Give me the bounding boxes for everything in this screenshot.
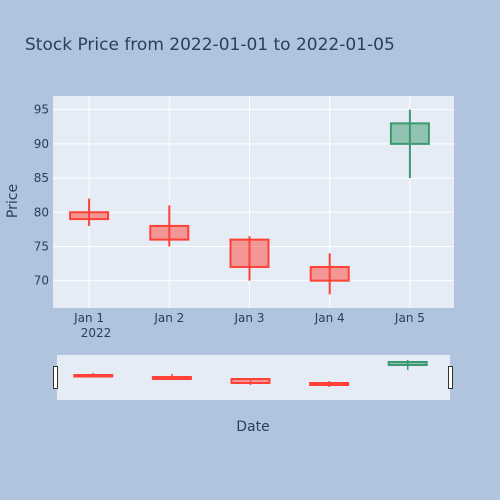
mini-candle-body [151,376,192,380]
y-tick-label: 75 [34,239,49,253]
candle[interactable] [149,205,190,247]
x-tick-label: Jan 4 [314,311,345,325]
candle[interactable] [309,253,350,295]
mini-candle [151,374,192,380]
mini-candle [309,381,350,387]
mini-candle [387,360,428,370]
plot-area[interactable] [53,96,454,308]
candlestick-series [69,109,430,295]
y-axis-title: Price [5,184,21,218]
y-tick-label: 90 [34,137,49,151]
y-tick-label: 70 [34,274,49,288]
mini-candle-body [387,361,428,366]
y-tick-label: 85 [34,171,49,185]
x-tick-label: Jan 2 [153,311,184,325]
candle[interactable] [389,109,430,179]
candle-body [389,122,430,145]
chart-title: Stock Price from 2022-01-01 to 2022-01-0… [25,35,395,55]
mini-candle-body [73,374,114,378]
x-axis-ticks: Jan 1 Jan 2 Jan 3 Jan 4 Jan 5 [73,311,425,325]
y-tick-label: 95 [34,103,49,117]
range-slider-left-handle[interactable] [53,366,58,389]
x-axis-title: Date [236,419,269,435]
x-tick-year-label: 2022 [81,326,112,340]
range-slider[interactable] [57,355,450,400]
range-slider-candles [73,360,428,387]
y-tick-label: 80 [34,205,49,219]
candle[interactable] [229,236,270,281]
range-slider-right-handle[interactable] [448,366,453,389]
candle-body [69,211,110,221]
candle[interactable] [69,198,110,226]
x-tick-label: Jan 5 [394,311,425,325]
y-gridlines [53,109,454,282]
mini-candle-body [309,382,350,386]
x-tick-label: Jan 3 [234,311,265,325]
mini-candle-body [230,378,271,384]
candle-body [309,265,350,282]
candle-body [229,238,270,268]
mini-candle [230,378,271,385]
y-axis-ticks: 70 75 80 85 90 95 [34,103,49,288]
x-tick-label: Jan 1 [73,311,104,325]
mini-candle [73,373,114,378]
candle-body [149,224,190,241]
